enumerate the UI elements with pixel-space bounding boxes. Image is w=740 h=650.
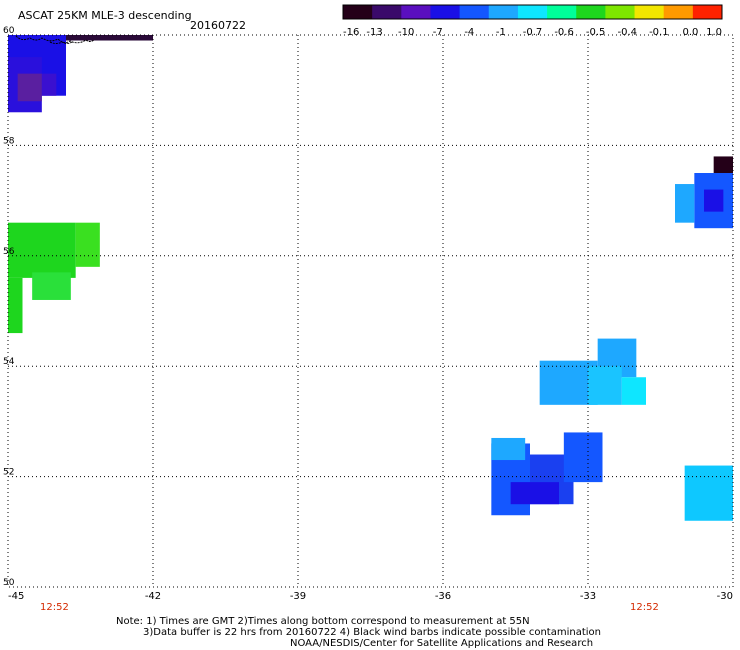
lat-tick-label: 52 — [3, 468, 14, 478]
colorbar-label: 1.0 — [706, 27, 722, 38]
colorbar-label: -0.1 — [649, 27, 669, 38]
colorbar-swatch — [663, 5, 694, 19]
colorbar-label: -0.7 — [523, 27, 543, 38]
colorbar-label: -10 — [398, 27, 414, 38]
colorbar-swatch — [576, 5, 606, 19]
lon-tick-label: -33 — [580, 591, 596, 602]
data-patch — [510, 482, 559, 505]
chart-date: 20160722 — [190, 19, 246, 32]
lon-tick-label: -42 — [145, 591, 161, 602]
colorbar-swatch — [547, 5, 577, 19]
colorbar-label: -13 — [366, 27, 382, 38]
data-patch — [588, 366, 622, 405]
map-frame — [7, 34, 734, 588]
time-label: 12:52 — [40, 602, 69, 613]
time-label: 12:52 — [630, 602, 659, 613]
data-patch — [17, 73, 42, 102]
lat-tick-label: 54 — [3, 357, 15, 367]
data-patch — [32, 272, 71, 300]
colorbar-swatch — [488, 5, 519, 19]
lat-tick-label: 58 — [3, 136, 15, 146]
data-patch — [8, 277, 23, 334]
lon-tick-label: -39 — [290, 591, 306, 602]
data-patch — [41, 73, 57, 96]
data-patch — [491, 437, 526, 461]
colorbar-label: -4 — [464, 27, 474, 38]
colorbar-swatch — [605, 5, 636, 19]
lon-tick-label: -36 — [435, 591, 451, 602]
footer-note-2: 3)Data buffer is 22 hrs from 20160722 4)… — [143, 627, 601, 638]
colorbar-swatch — [372, 5, 402, 19]
colorbar-label: -0.4 — [617, 27, 637, 38]
coastline — [49, 41, 73, 44]
chart-title: ASCAT 25KM MLE-3 descending — [18, 9, 192, 22]
colorbar-swatch — [401, 5, 431, 19]
data-patch — [675, 184, 695, 223]
lat-tick-label: 56 — [3, 247, 15, 257]
colorbar-label: 0.0 — [682, 27, 698, 38]
footer-credit: NOAA/NESDIS/Center for Satellite Applica… — [290, 638, 594, 649]
coastline — [15, 35, 95, 44]
lon-tick-label: -30 — [717, 591, 733, 602]
data-patch — [621, 377, 646, 405]
colorbar-label: -16 — [343, 27, 359, 38]
colorbar-swatch — [692, 5, 723, 19]
data-patch — [684, 465, 733, 521]
footer-note-1: Note: 1) Times are GMT 2)Times along bot… — [116, 616, 530, 627]
data-patch — [704, 189, 724, 212]
colorbar-label: -7 — [433, 27, 443, 38]
colorbar-swatch — [430, 5, 461, 19]
colorbar-label: -1 — [496, 27, 506, 38]
colorbar-label: -0.5 — [586, 27, 606, 38]
colorbar-label: -0.6 — [554, 27, 574, 38]
lon-tick-label: -45 — [8, 591, 24, 602]
colorbar-swatch — [459, 5, 490, 19]
data-patch — [66, 35, 153, 41]
colorbar-swatch — [343, 5, 373, 19]
colorbar-frame — [342, 4, 723, 20]
lat-tick-label: 60 — [3, 26, 15, 36]
data-patch — [8, 222, 76, 278]
colorbar-swatch — [517, 5, 548, 19]
colorbar-swatch — [634, 5, 665, 19]
data-patch — [563, 432, 603, 483]
data-patch — [75, 222, 100, 267]
lat-tick-label: 50 — [3, 578, 15, 588]
